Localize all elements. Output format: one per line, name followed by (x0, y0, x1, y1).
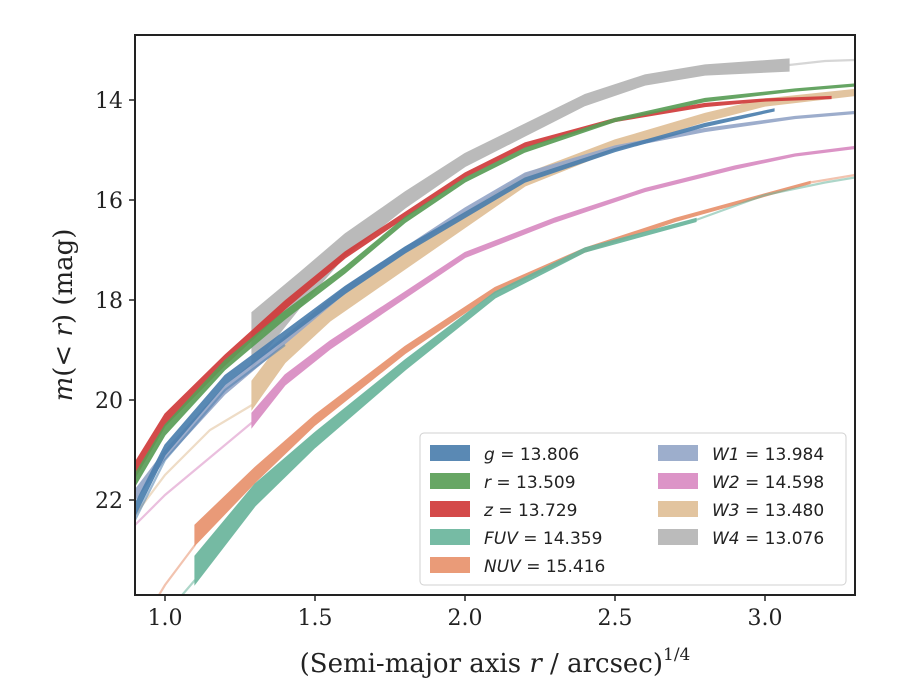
y-tick-label: 14 (95, 89, 123, 114)
series-w4-tail-line (788, 58, 855, 67)
legend-label-w1: W1 = 13.984 (712, 445, 824, 465)
series-fuv-faint-line (180, 579, 196, 595)
legend-label-w4: W4 = 13.076 (712, 529, 824, 549)
series-w3-faint-line (135, 404, 253, 516)
x-axis-label: (Semi-major axis r / arcsec)1/4 (300, 645, 691, 679)
x-tick-label: 2.0 (448, 606, 483, 631)
y-tick-label: 22 (95, 489, 123, 514)
legend-swatch-w3 (658, 501, 698, 517)
series-nuv-faint-line (157, 544, 196, 595)
plot-area (135, 58, 855, 595)
x-tick-label: 2.5 (598, 606, 633, 631)
legend-label-g: g = 13.806 (484, 445, 579, 465)
y-tick-label: 16 (95, 189, 123, 214)
y-tick-label: 18 (95, 289, 123, 314)
x-tick-label: 1.5 (298, 606, 333, 631)
legend-label-r: r = 13.509 (484, 473, 576, 493)
legend-label-fuv: FUV = 14.359 (484, 529, 602, 549)
series-z-band (135, 95, 832, 479)
legend-swatch-w4 (658, 529, 698, 545)
legend-swatch-g (430, 445, 470, 461)
legend-swatch-z (430, 501, 470, 517)
plot-frame (134, 34, 856, 596)
series-w2-faint-line (135, 421, 253, 526)
legend-label-z: z = 13.729 (483, 501, 577, 521)
legend-swatch-fuv (430, 529, 470, 545)
series-w2-band (251, 145, 855, 429)
series-fuv-band (194, 217, 697, 586)
legend-swatch-w2 (658, 473, 698, 489)
legend-label-w2: W2 = 14.598 (712, 473, 824, 493)
series-r-band (135, 83, 855, 488)
legend: g = 13.806 r = 13.509 z = 13.729 FUV = 14.3… (419, 432, 847, 586)
legend-label-nuv: NUV = 15.416 (484, 557, 605, 577)
x-tick-label: 1.0 (148, 606, 183, 631)
series-g-band (135, 108, 775, 517)
series-nuv-tail-line (809, 173, 855, 184)
series-fuv-tail-line (695, 176, 855, 222)
legend-label-w3: W3 = 13.480 (712, 501, 824, 521)
legend-swatch-nuv (430, 557, 470, 573)
legend-swatch-r (430, 473, 470, 489)
series-g-faint-line (135, 344, 286, 521)
y-axis-label: m(< r) (mag) (49, 229, 79, 402)
y-tick-label: 20 (95, 389, 123, 414)
series-nuv-band (194, 180, 811, 547)
x-tick-label: 3.0 (748, 606, 783, 631)
legend-swatch-w1 (658, 445, 698, 461)
